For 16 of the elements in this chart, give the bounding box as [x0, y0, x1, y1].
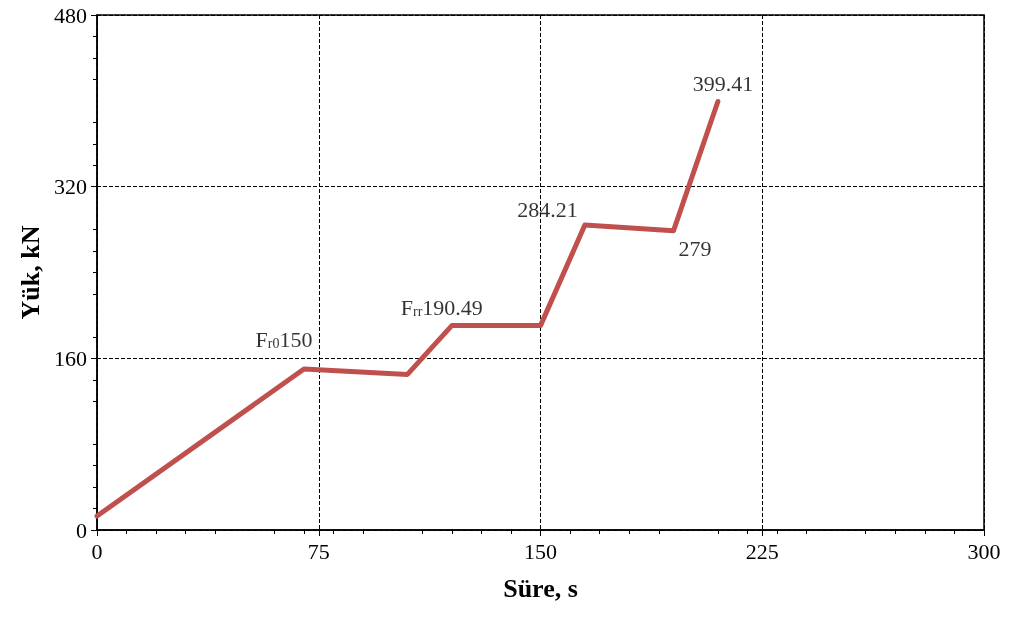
x-tick-label: 150	[524, 538, 557, 564]
y-tick-label: 320	[54, 174, 87, 200]
y-tick-label: 0	[76, 517, 87, 543]
y-tick-label: 480	[54, 2, 87, 28]
annotation: 284.21	[517, 196, 578, 222]
annotation: Frr190.49	[400, 295, 483, 321]
x-tick-label: 75	[307, 538, 330, 564]
y-tick-label: 160	[54, 345, 87, 371]
y-axis-title: Yük, kN	[15, 225, 45, 320]
x-axis-title: Süre, s	[503, 573, 578, 603]
x-tick-label: 225	[745, 538, 779, 564]
x-tick-label: 300	[967, 538, 1001, 564]
annotation: 279	[678, 236, 712, 262]
x-tick-label: 0	[91, 538, 103, 564]
annotation: Fr0150	[255, 326, 313, 352]
annotation: 399.41	[692, 70, 754, 96]
